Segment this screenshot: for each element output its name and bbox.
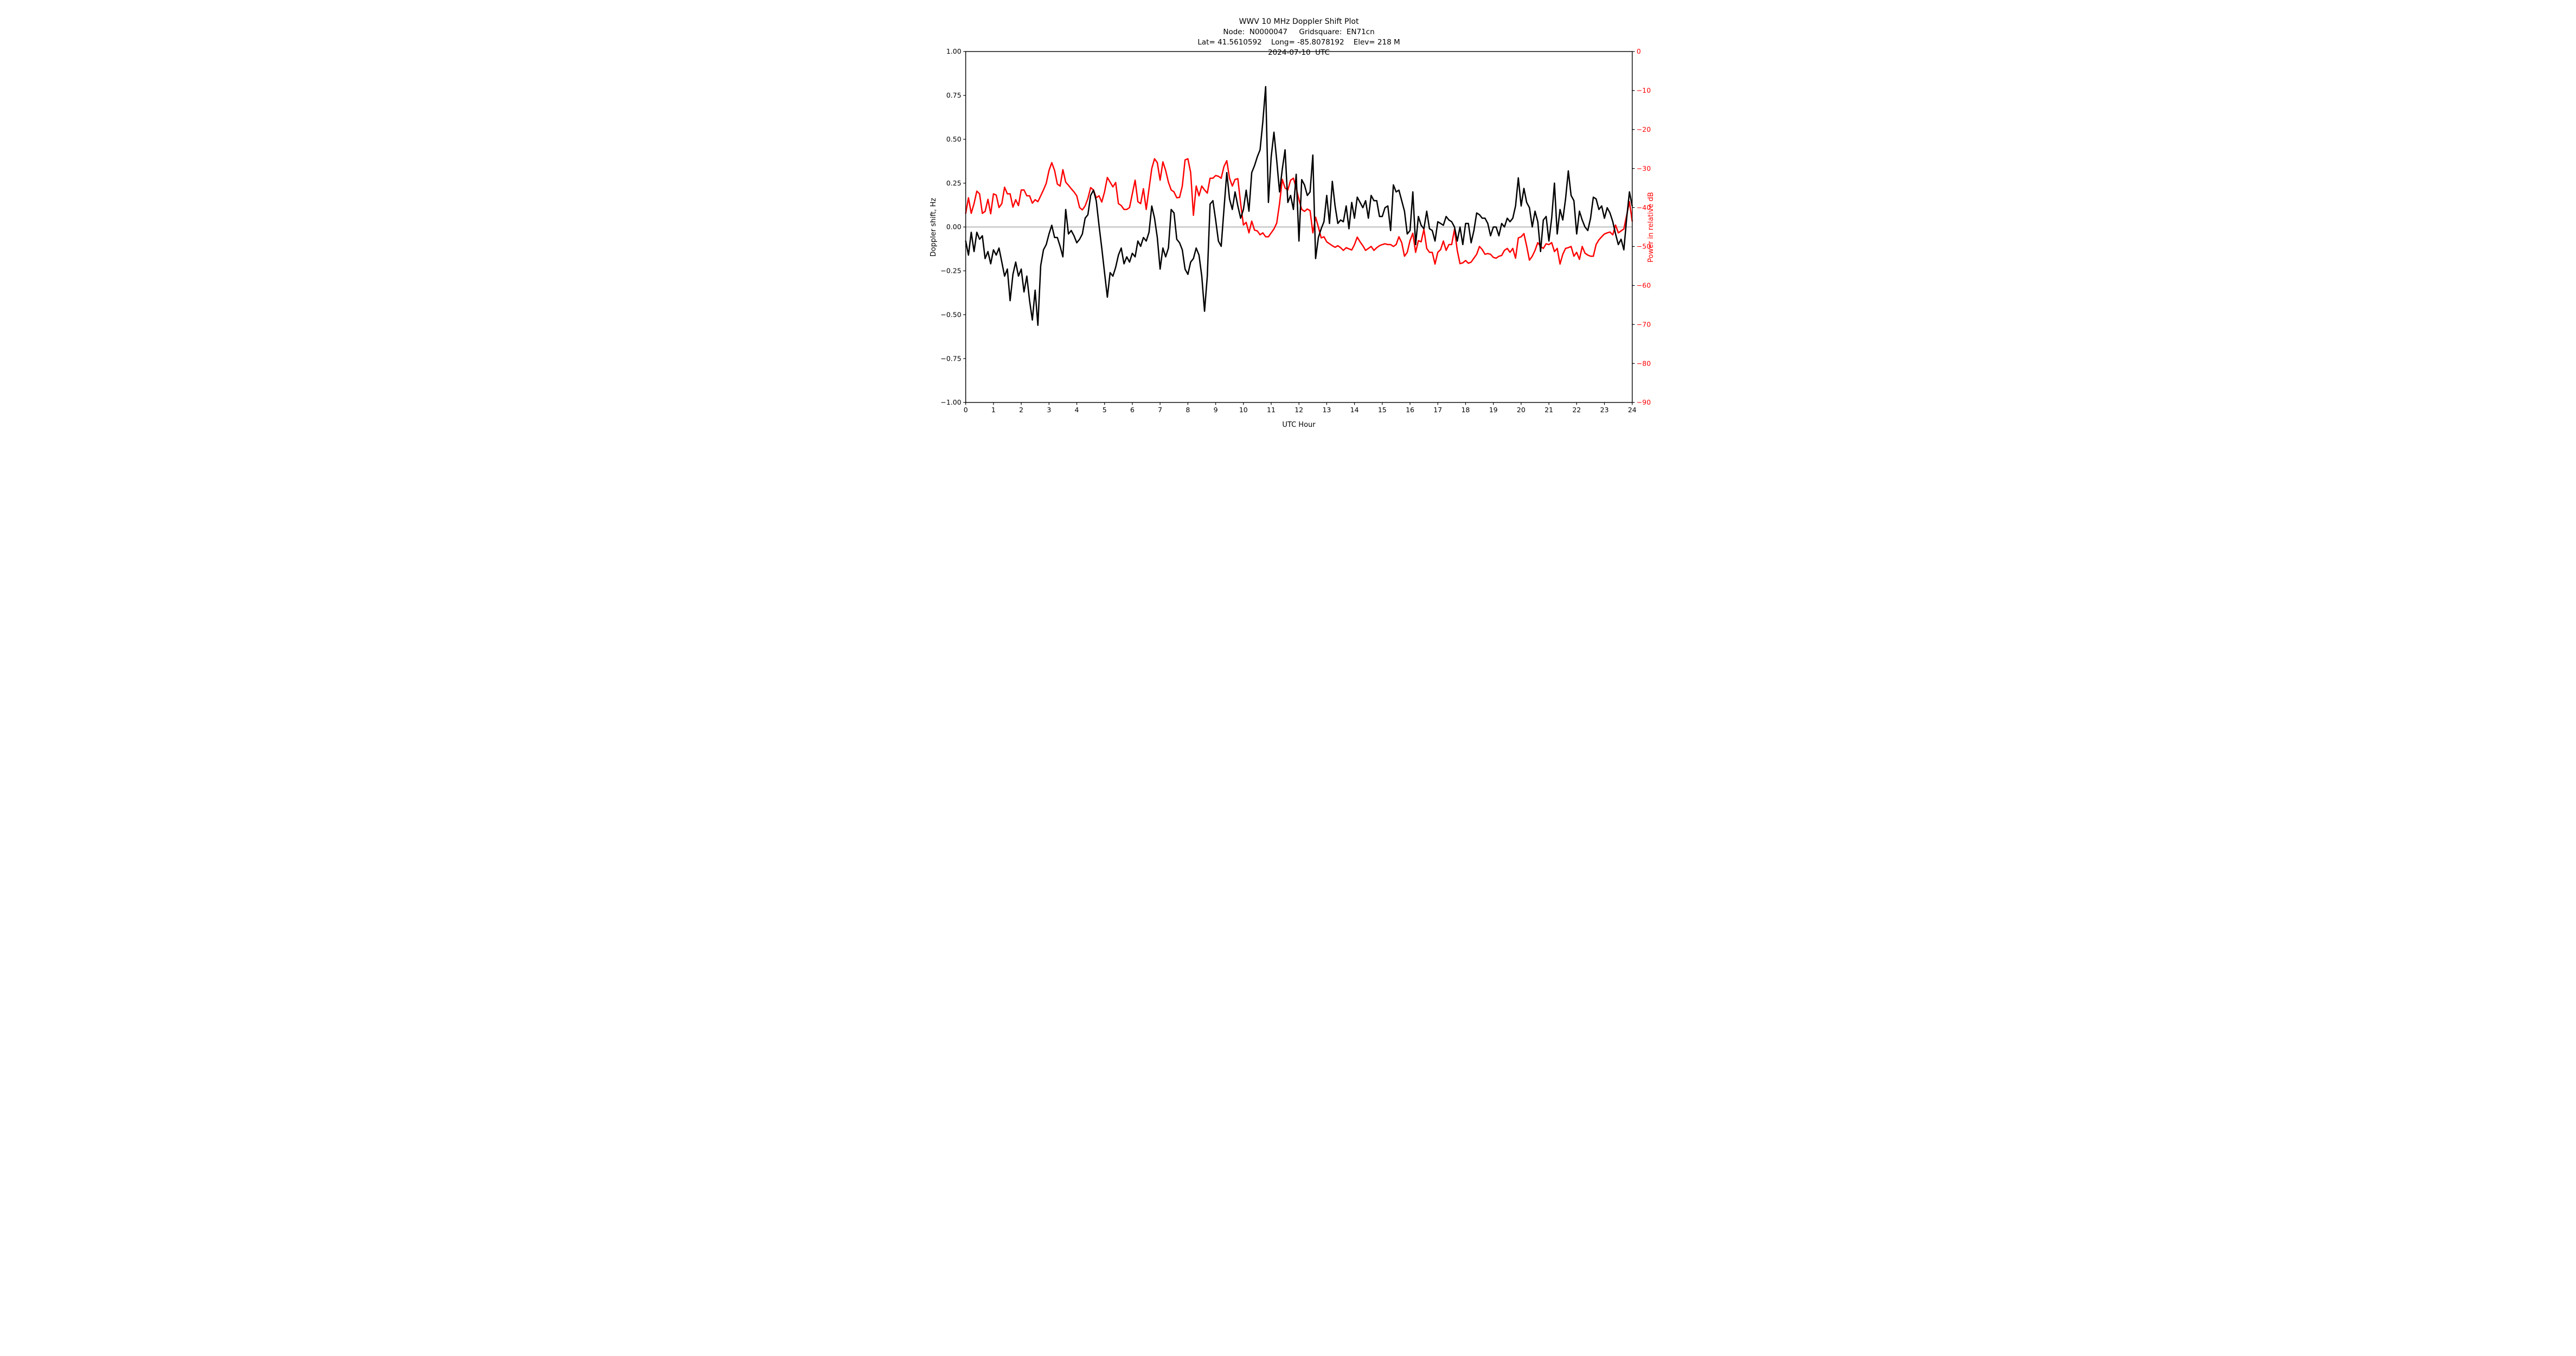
x-tick-label: 18 <box>1461 406 1470 414</box>
y-right-tick-label: −50 <box>1636 242 1650 251</box>
chart-subtitle-date: 2024-07-10 UTC <box>1268 48 1330 57</box>
y-right-tick-label: −10 <box>1636 86 1650 94</box>
y-left-tick-label: 0.00 <box>946 223 961 231</box>
x-tick-label: 4 <box>1074 406 1079 414</box>
x-axis-label: UTC Hour <box>1282 421 1316 429</box>
x-tick-label: 16 <box>1406 406 1414 414</box>
x-tick-label: 19 <box>1489 406 1497 414</box>
x-tick-label: 20 <box>1516 406 1525 414</box>
x-tick-label: 3 <box>1047 406 1051 414</box>
y-left-tick-label: 0.50 <box>946 135 961 143</box>
y-right-tick-label: −70 <box>1636 320 1650 328</box>
y-right-tick-label: −90 <box>1636 398 1650 406</box>
x-tick-label: 21 <box>1545 406 1553 414</box>
x-tick-label: 14 <box>1350 406 1359 414</box>
x-tick-label: 0 <box>963 406 967 414</box>
doppler-shift-figure: WWV 10 MHz Doppler Shift Plot Node: N000… <box>858 0 1718 452</box>
x-tick-label: 8 <box>1186 406 1190 414</box>
chart-subtitle-location: Lat= 41.5610592 Long= -85.8078192 Elev= … <box>1197 38 1400 47</box>
x-tick-label: 22 <box>1572 406 1581 414</box>
x-tick-label: 5 <box>1102 406 1106 414</box>
plot-area: 1.00 0.75 0.50 0.25 0.00 −0.25 −0.50 −0.75 −1.00… <box>940 47 1651 414</box>
x-tick-label: 13 <box>1322 406 1331 414</box>
x-tick-label: 1 <box>991 406 995 414</box>
x-tick-label: 12 <box>1295 406 1303 414</box>
x-tick-label: 7 <box>1158 406 1162 414</box>
x-tick-label: 23 <box>1600 406 1609 414</box>
y-left-tick-label: −1.00 <box>940 398 961 406</box>
y-left-tick-label: 0.25 <box>946 179 961 187</box>
y-right-tick-label: 0 <box>1636 47 1641 55</box>
x-tick-label: 15 <box>1377 406 1386 414</box>
chart-subtitle-node: Node: N0000047 Gridsquare: EN71cn <box>1223 28 1374 36</box>
y-right-axis-label: Power in relative dB <box>1647 192 1655 263</box>
x-tick-label: 11 <box>1267 406 1276 414</box>
y-right-tick-label: −20 <box>1636 125 1650 133</box>
x-tick-label: 10 <box>1239 406 1247 414</box>
y-left-tick-label: −0.25 <box>940 267 961 275</box>
doppler-curve <box>964 86 1633 326</box>
y-left-axis-label: Doppler shift, Hz <box>930 198 938 257</box>
y-left-tick-label: −0.75 <box>940 354 961 362</box>
y-right-tick-label: −80 <box>1636 359 1650 367</box>
y-left-tick-label: −0.50 <box>940 310 961 318</box>
power-curve <box>964 158 1633 265</box>
y-left-tick-label: 0.75 <box>946 91 961 99</box>
y-right-tick-label: −30 <box>1636 164 1650 172</box>
x-tick-label: 2 <box>1019 406 1023 414</box>
chart-title: WWV 10 MHz Doppler Shift Plot <box>1239 17 1359 26</box>
x-tick-label: 17 <box>1433 406 1442 414</box>
y-right-tick-label: −40 <box>1636 203 1650 212</box>
y-left-tick-label: 1.00 <box>946 47 961 55</box>
x-tick-label: 6 <box>1130 406 1134 414</box>
x-tick-label: 9 <box>1213 406 1217 414</box>
chart-canvas: WWV 10 MHz Doppler Shift Plot Node: N000… <box>930 17 1655 429</box>
y-right-tick-label: −60 <box>1636 282 1650 290</box>
x-tick-label: 24 <box>1627 406 1636 414</box>
